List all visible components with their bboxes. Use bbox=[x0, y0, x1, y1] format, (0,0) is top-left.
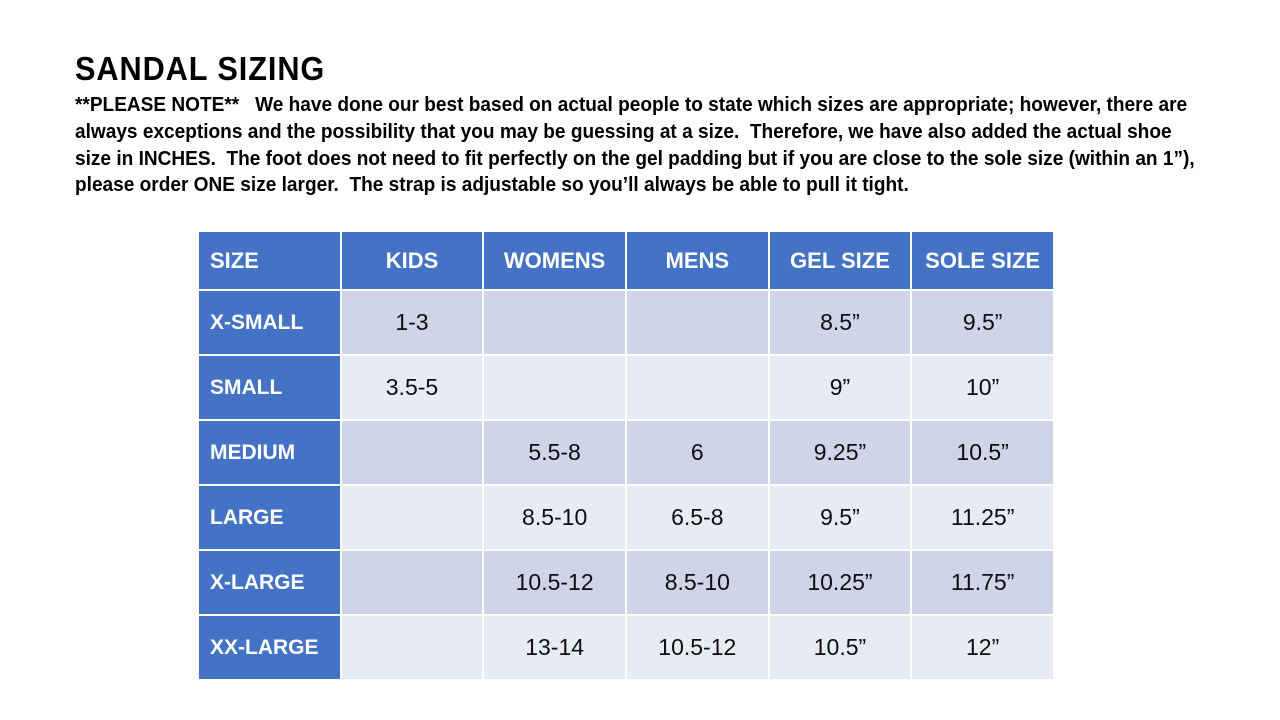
sizing-table-body: X-SMALL 1-3 8.5” 9.5” SMALL 3.5-5 9” 10” MEDIUM 5… bbox=[197, 289, 1055, 681]
cell-x-large-womens: 10.5-12 bbox=[482, 549, 627, 616]
cell-small-mens bbox=[624, 354, 770, 421]
table-row-xx-large: XX-LARGE 13-14 10.5-12 10.5” 12” bbox=[197, 614, 1055, 681]
row-header-x-large: X-LARGE bbox=[197, 549, 342, 616]
note-line-4: please order ONE size larger. The strap … bbox=[75, 173, 909, 197]
page-title: SANDAL SIZING bbox=[75, 50, 326, 87]
document-header: SANDAL SIZING **PLEASE NOTE** We have do… bbox=[75, 50, 1195, 199]
cell-xx-large-womens: 13-14 bbox=[482, 614, 627, 681]
row-header-medium: MEDIUM bbox=[197, 419, 342, 486]
table-row-small: SMALL 3.5-5 9” 10” bbox=[197, 354, 1055, 421]
cell-small-kids: 3.5-5 bbox=[339, 354, 485, 421]
header-row: SIZE KIDS WOMENS MENS GEL SIZE SOLE SIZE bbox=[197, 230, 1055, 291]
sizing-table-header: SIZE KIDS WOMENS MENS GEL SIZE SOLE SIZE bbox=[197, 230, 1055, 291]
cell-medium-gel-size: 9.25” bbox=[767, 419, 913, 486]
row-header-small: SMALL bbox=[197, 354, 342, 421]
cell-xx-large-gel-size: 10.5” bbox=[767, 614, 913, 681]
col-header-sole-size: SOLE SIZE bbox=[910, 230, 1055, 291]
cell-x-large-gel-size: 10.25” bbox=[767, 549, 913, 616]
cell-xx-large-mens: 10.5-12 bbox=[624, 614, 770, 681]
cell-medium-sole-size: 10.5” bbox=[910, 419, 1055, 486]
cell-x-small-gel-size: 8.5” bbox=[767, 289, 913, 356]
cell-xx-large-sole-size: 12” bbox=[910, 614, 1055, 681]
cell-large-gel-size: 9.5” bbox=[767, 484, 913, 551]
cell-x-large-sole-size: 11.75” bbox=[910, 549, 1055, 616]
cell-large-sole-size: 11.25” bbox=[910, 484, 1055, 551]
note-line-3: size in INCHES. The foot does not need t… bbox=[75, 146, 1195, 170]
cell-x-small-mens bbox=[624, 289, 770, 356]
cell-x-small-sole-size: 9.5” bbox=[910, 289, 1055, 356]
cell-small-womens bbox=[482, 354, 627, 421]
cell-large-womens: 8.5-10 bbox=[482, 484, 627, 551]
col-header-gel-size: GEL SIZE bbox=[767, 230, 913, 291]
col-header-size: SIZE bbox=[197, 230, 342, 291]
cell-xx-large-kids bbox=[339, 614, 485, 681]
note-line-2: always exceptions and the possibility th… bbox=[75, 119, 1172, 143]
table-row-x-small: X-SMALL 1-3 8.5” 9.5” bbox=[197, 289, 1055, 356]
cell-large-kids bbox=[339, 484, 485, 551]
col-header-womens: WOMENS bbox=[482, 230, 627, 291]
row-header-x-small: X-SMALL bbox=[197, 289, 342, 356]
cell-x-small-kids: 1-3 bbox=[339, 289, 485, 356]
table-row-large: LARGE 8.5-10 6.5-8 9.5” 11.25” bbox=[197, 484, 1055, 551]
cell-x-small-womens bbox=[482, 289, 627, 356]
cell-small-sole-size: 10” bbox=[910, 354, 1055, 421]
cell-large-mens: 6.5-8 bbox=[624, 484, 770, 551]
cell-x-large-kids bbox=[339, 549, 485, 616]
row-header-large: LARGE bbox=[197, 484, 342, 551]
col-header-kids: KIDS bbox=[339, 230, 485, 291]
table-row-medium: MEDIUM 5.5-8 6 9.25” 10.5” bbox=[197, 419, 1055, 486]
cell-medium-womens: 5.5-8 bbox=[482, 419, 627, 486]
sizing-table: SIZE KIDS WOMENS MENS GEL SIZE SOLE SIZE X-SM… bbox=[197, 230, 1055, 681]
note-line-1: **PLEASE NOTE** We have done our best ba… bbox=[75, 93, 1188, 116]
col-header-mens: MENS bbox=[624, 230, 770, 291]
table-row-x-large: X-LARGE 10.5-12 8.5-10 10.25” 11.75” bbox=[197, 549, 1055, 616]
cell-x-large-mens: 8.5-10 bbox=[624, 549, 770, 616]
cell-medium-mens: 6 bbox=[624, 419, 770, 486]
cell-small-gel-size: 9” bbox=[767, 354, 913, 421]
cell-medium-kids bbox=[339, 419, 485, 486]
row-header-xx-large: XX-LARGE bbox=[197, 614, 342, 681]
